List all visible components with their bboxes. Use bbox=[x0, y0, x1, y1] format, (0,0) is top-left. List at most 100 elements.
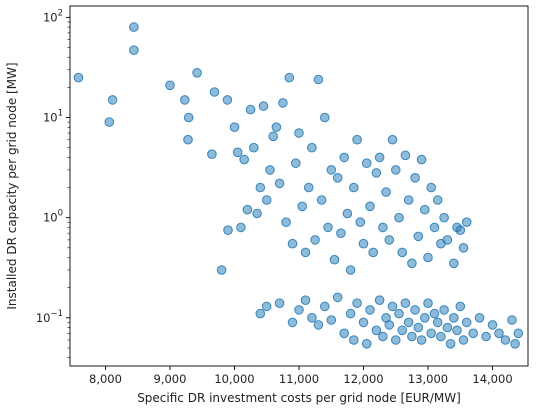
data-point bbox=[397, 247, 408, 258]
data-point bbox=[336, 228, 346, 238]
data-point bbox=[452, 325, 462, 336]
y-tick-label: 100 bbox=[43, 209, 63, 225]
data-point bbox=[371, 325, 382, 336]
data-point bbox=[378, 331, 388, 342]
data-point bbox=[342, 208, 353, 219]
data-point bbox=[258, 101, 269, 111]
data-point bbox=[229, 122, 240, 132]
data-point bbox=[239, 154, 249, 165]
data-point bbox=[507, 315, 517, 325]
data-point bbox=[420, 313, 430, 323]
data-point bbox=[510, 339, 520, 349]
data-point bbox=[165, 80, 175, 91]
data-point bbox=[391, 165, 401, 175]
data-point bbox=[423, 298, 433, 309]
data-point bbox=[349, 335, 359, 345]
data-point bbox=[232, 147, 243, 158]
data-point bbox=[442, 235, 453, 245]
data-point bbox=[129, 22, 139, 32]
data-point bbox=[403, 195, 414, 205]
data-point bbox=[374, 152, 385, 163]
data-point bbox=[249, 142, 259, 153]
data-point bbox=[365, 201, 375, 212]
data-point bbox=[374, 295, 385, 306]
data-point bbox=[474, 313, 485, 323]
data-point bbox=[442, 322, 453, 333]
data-point bbox=[332, 292, 343, 303]
data-point bbox=[329, 254, 340, 265]
data-point bbox=[455, 225, 466, 235]
data-point bbox=[294, 128, 304, 138]
data-point bbox=[245, 104, 256, 115]
data-point bbox=[407, 331, 417, 342]
data-point bbox=[284, 72, 295, 83]
data-point bbox=[313, 320, 324, 330]
data-point bbox=[297, 201, 308, 212]
data-point bbox=[323, 222, 333, 233]
data-point bbox=[361, 158, 372, 168]
x-tick-label: 14,000 bbox=[472, 372, 512, 386]
data-point bbox=[481, 331, 491, 342]
data-point bbox=[410, 173, 420, 183]
data-point bbox=[429, 308, 440, 319]
data-point bbox=[461, 217, 472, 227]
x-tick-label: 11,000 bbox=[279, 372, 319, 386]
data-point bbox=[180, 95, 190, 105]
data-point bbox=[410, 305, 420, 315]
data-point bbox=[352, 134, 362, 145]
data-point bbox=[432, 317, 443, 328]
data-point bbox=[394, 308, 404, 319]
data-point bbox=[265, 165, 275, 175]
data-point bbox=[278, 98, 288, 108]
data-point bbox=[381, 187, 391, 197]
data-point bbox=[209, 87, 220, 97]
data-point bbox=[287, 317, 298, 328]
data-point bbox=[426, 182, 437, 193]
data-point bbox=[413, 322, 424, 333]
x-tick-label: 13,000 bbox=[408, 372, 448, 386]
data-point bbox=[352, 298, 362, 309]
data-point bbox=[274, 178, 285, 189]
data-point bbox=[461, 317, 472, 328]
data-point bbox=[236, 222, 246, 233]
data-point bbox=[349, 182, 359, 193]
data-point bbox=[255, 182, 266, 193]
y-tick-label: 102 bbox=[43, 8, 63, 24]
data-point bbox=[378, 222, 388, 233]
data-point bbox=[222, 95, 233, 105]
data-point bbox=[274, 298, 285, 309]
x-tick-label: 10,000 bbox=[214, 372, 254, 386]
data-point bbox=[423, 252, 433, 263]
data-point bbox=[394, 212, 404, 223]
data-point bbox=[458, 243, 469, 253]
data-point bbox=[303, 182, 314, 193]
x-tick-label: 12,000 bbox=[343, 372, 383, 386]
data-point bbox=[436, 331, 446, 342]
data-point bbox=[345, 308, 356, 319]
x-axis: 8,000 9,000 10,000 11,000 12,000 13,000 14,000 bbox=[89, 366, 513, 386]
data-point bbox=[384, 235, 395, 245]
data-point bbox=[426, 328, 437, 339]
data-point bbox=[129, 45, 139, 56]
data-point bbox=[255, 308, 266, 319]
data-point bbox=[432, 195, 443, 205]
data-point bbox=[445, 339, 456, 349]
data-point bbox=[420, 204, 430, 215]
data-point bbox=[513, 328, 524, 339]
data-point bbox=[310, 235, 320, 245]
data-point bbox=[361, 339, 372, 349]
data-point bbox=[268, 131, 279, 142]
data-point bbox=[494, 328, 504, 339]
data-point bbox=[313, 74, 324, 85]
x-tick-label: 8,000 bbox=[89, 372, 122, 386]
data-point bbox=[300, 295, 311, 306]
data-point bbox=[458, 335, 469, 345]
data-point bbox=[252, 208, 262, 219]
data-point bbox=[320, 112, 330, 123]
data-point bbox=[73, 72, 84, 83]
data-point bbox=[216, 265, 227, 275]
x-tick-label: 9,000 bbox=[154, 372, 187, 386]
data-point bbox=[468, 328, 479, 339]
y-axis-label: Installed DR capacity per grid node [MW] bbox=[5, 62, 19, 309]
